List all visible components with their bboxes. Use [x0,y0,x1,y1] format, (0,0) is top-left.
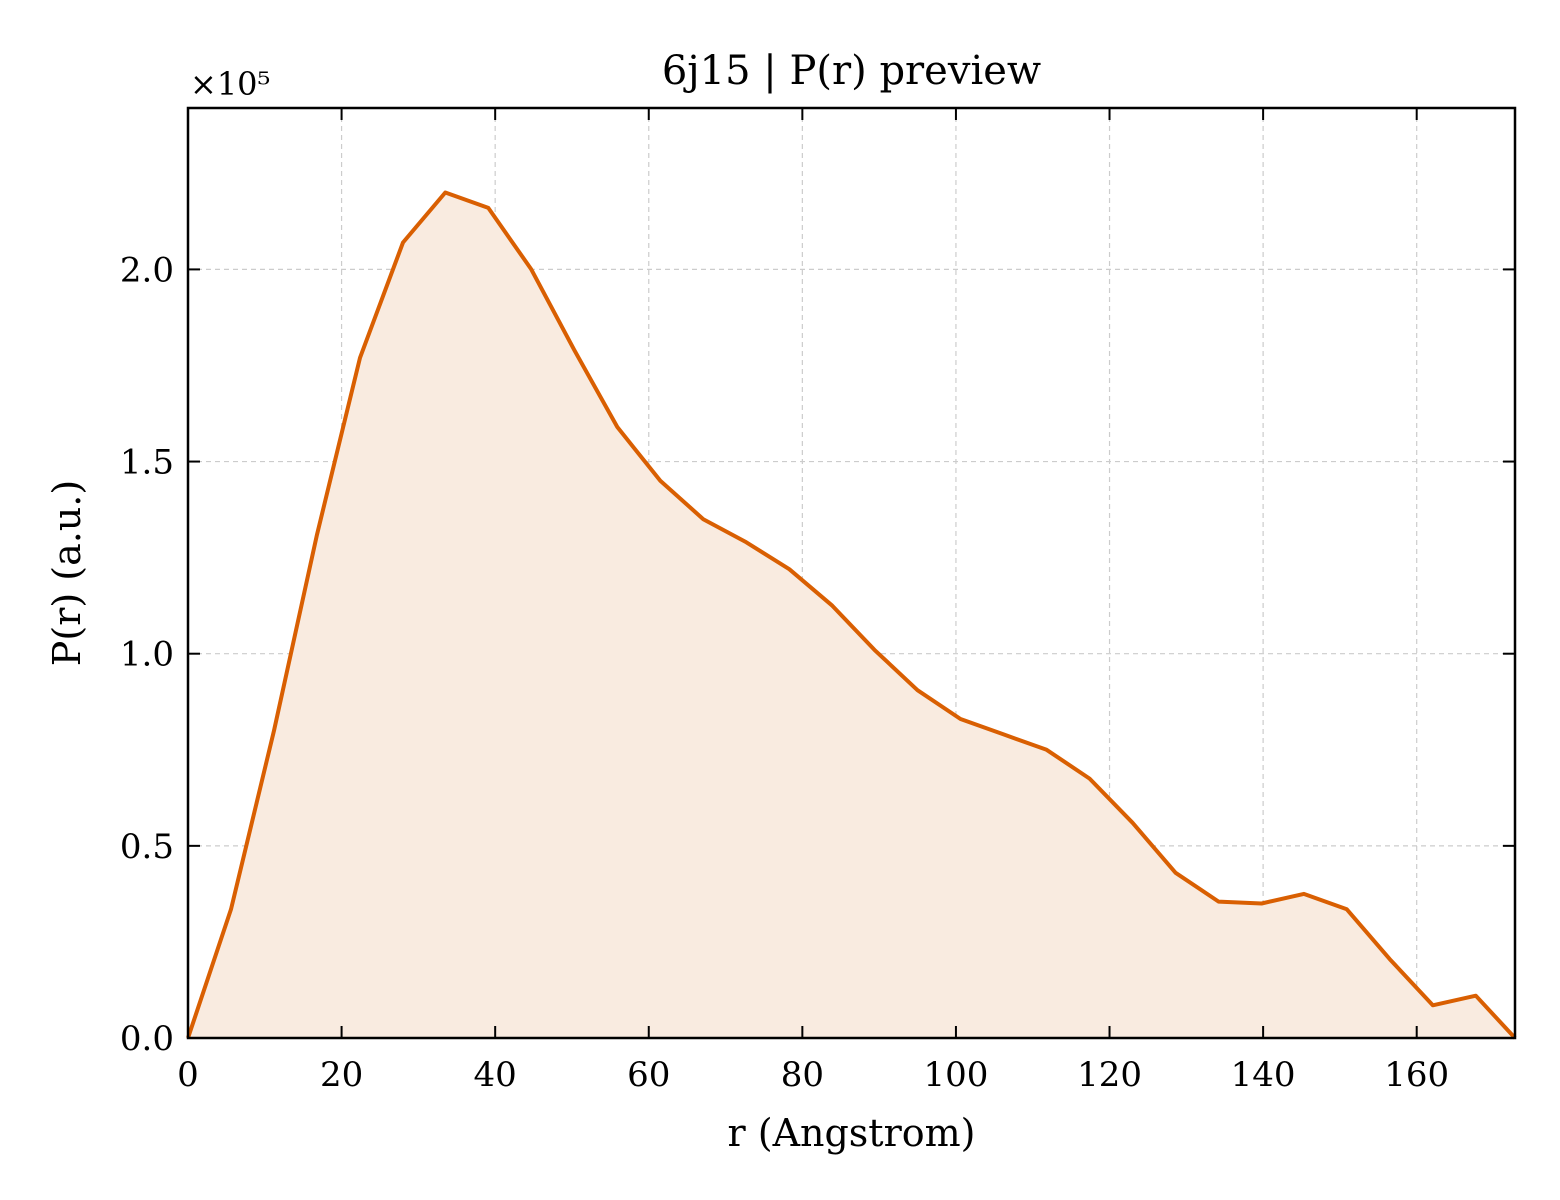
x-tick-label: 120 [1077,1055,1142,1095]
x-tick-label: 40 [474,1055,517,1095]
x-tick-label: 0 [177,1055,199,1095]
x-tick-label: 160 [1384,1055,1449,1095]
x-tick-label: 20 [320,1055,363,1095]
pr-area-fill [188,192,1515,1038]
x-axis-label: r (Angstrom) [728,1111,976,1155]
x-tick-label: 100 [923,1055,988,1095]
x-tick-label: 140 [1231,1055,1296,1095]
x-tick-label: 60 [627,1055,670,1095]
axis-ticks: 0 20 40 60 80 100 120 140 160 0.0 0.5 1.0 1.5 2.0 [120,108,1515,1095]
y-tick-label: 2.0 [120,250,174,290]
y-tick-label: 0.0 [120,1019,174,1059]
y-axis-multiplier: ×10⁵ [190,65,270,103]
plot-frame [186,106,1517,1040]
y-tick-label: 1.5 [120,443,174,483]
pr-series-line [186,190,1517,1040]
y-tick-label: 1.0 [120,635,174,675]
y-axis-label: P(r) (a.u.) [45,480,89,666]
x-tick-label: 80 [781,1055,824,1095]
y-tick-label: 0.5 [120,827,174,867]
chart-title: 6j15 | P(r) preview [662,48,1041,94]
